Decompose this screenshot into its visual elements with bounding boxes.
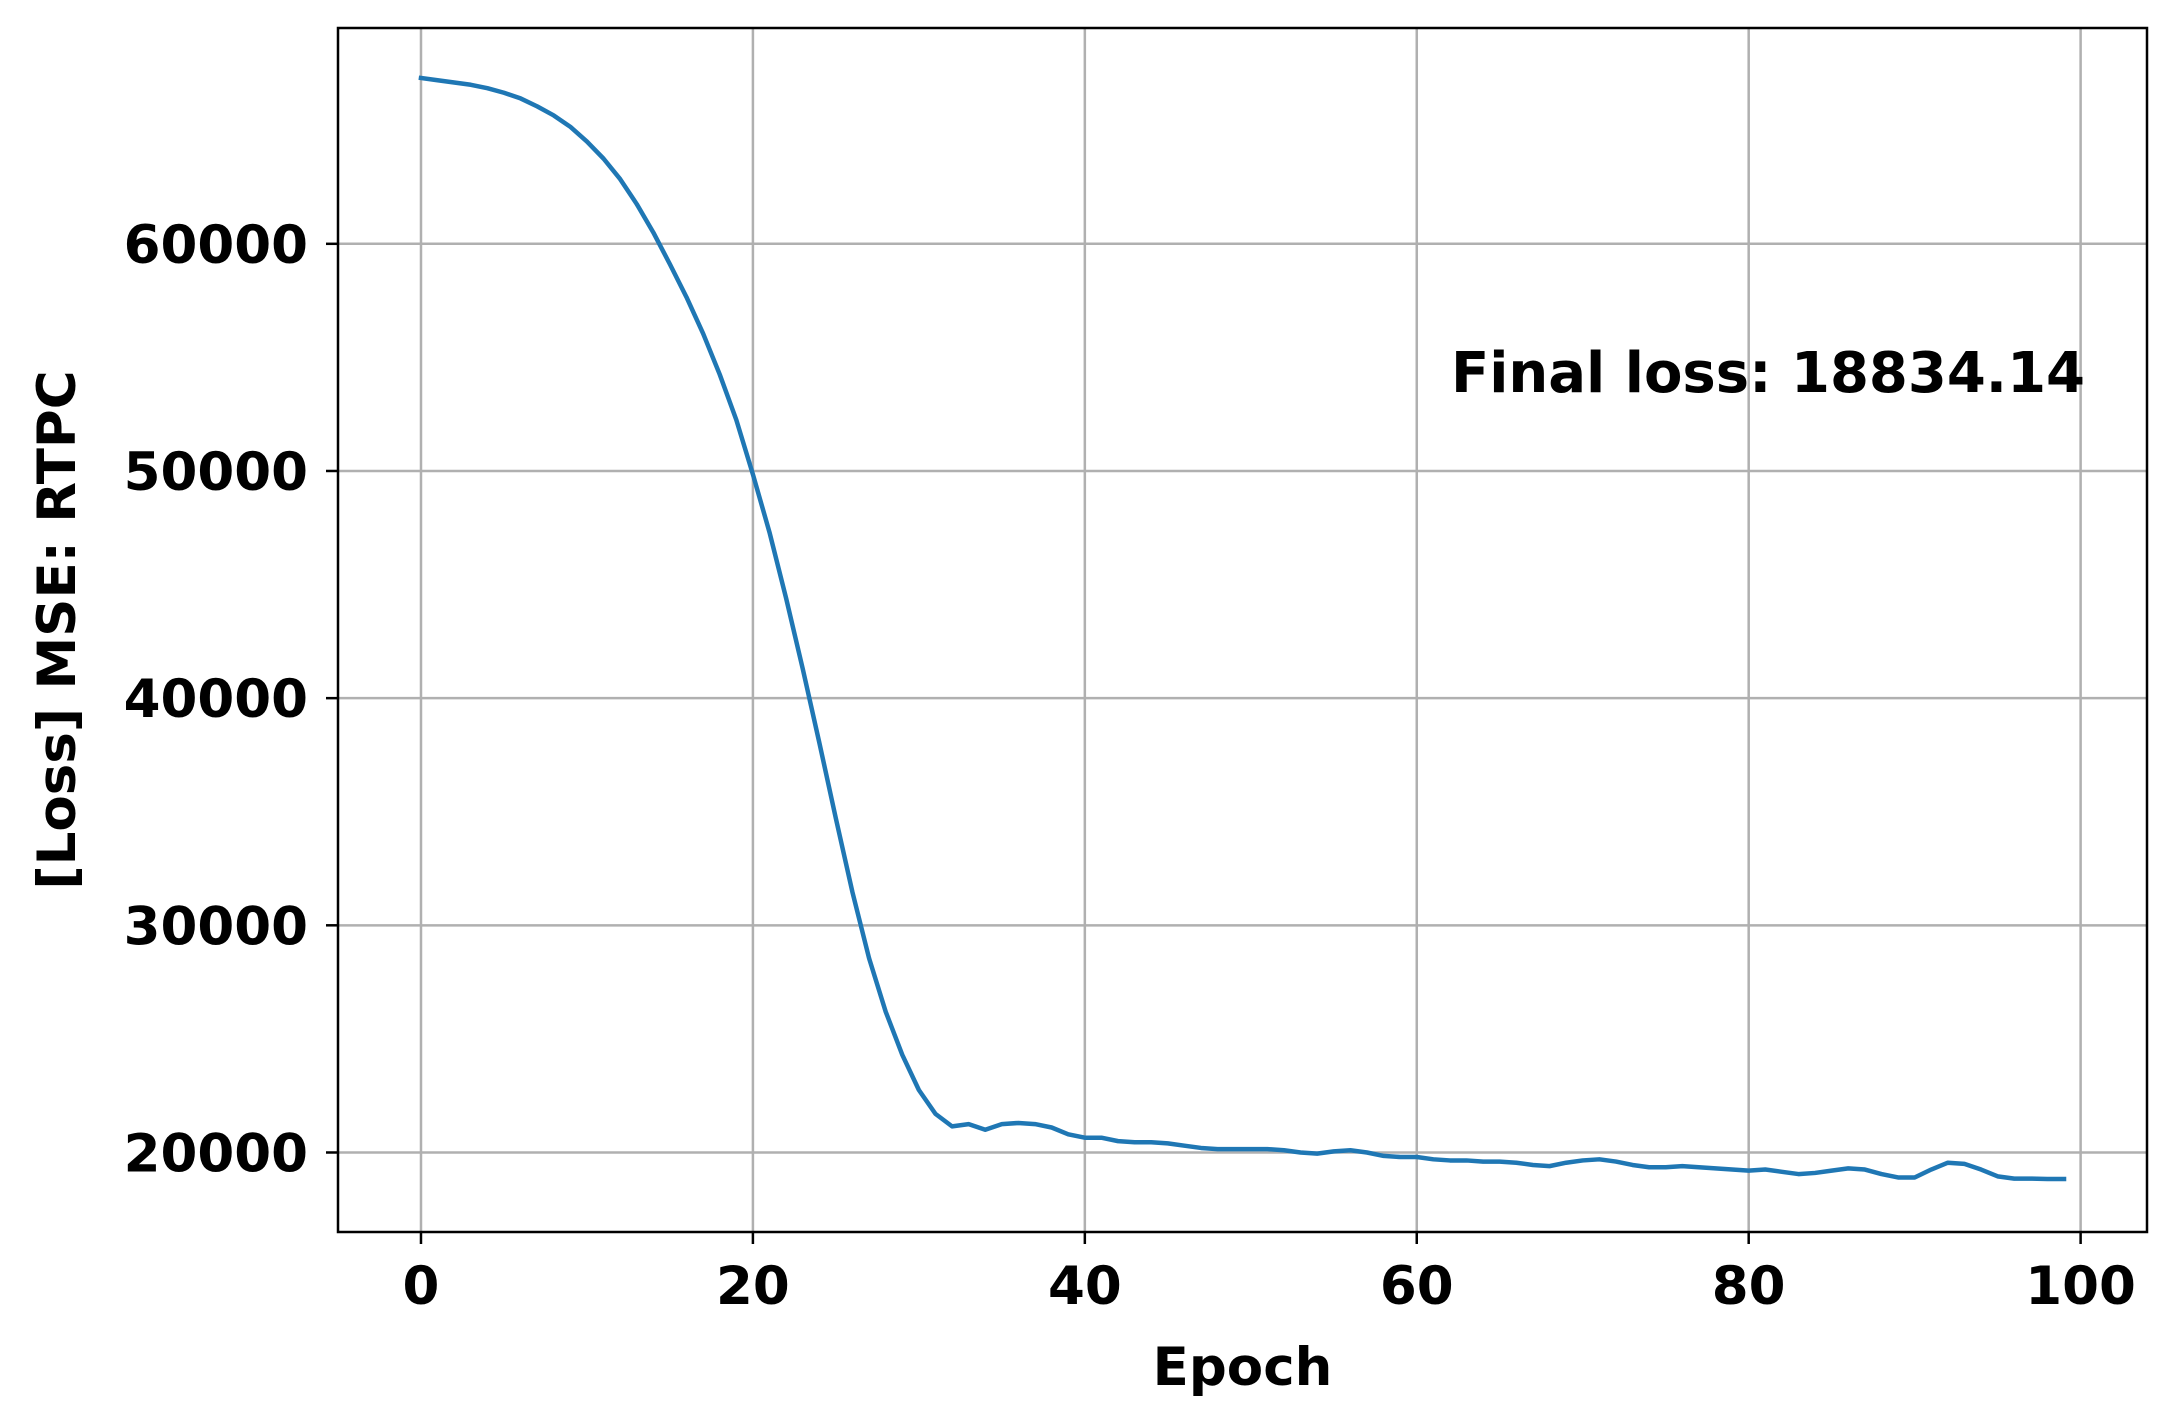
y-axis-label: [Loss] MSE: RTPC [27, 370, 88, 889]
final-loss-annotation: Final loss: 18834.14 [1451, 341, 2085, 406]
x-tick-label: 0 [403, 1256, 440, 1317]
x-tick-label: 80 [1712, 1256, 1786, 1317]
x-tick-label: 40 [1048, 1256, 1122, 1317]
x-tick-label: 20 [716, 1256, 790, 1317]
plot-frame [336, 26, 2149, 1234]
y-tick-label: 40000 [124, 669, 308, 730]
y-tick-label: 30000 [124, 896, 308, 957]
x-axis-label: Epoch [1153, 1337, 1333, 1398]
tick-labels: 0 20 40 60 80 100 20000 30000 40000 50000 60000 [124, 215, 2136, 1317]
y-tick-label: 50000 [124, 442, 308, 503]
tick-marks [326, 242, 2082, 1244]
y-tick-label: 20000 [124, 1123, 308, 1184]
x-tick-label: 60 [1380, 1256, 1454, 1317]
grid [338, 28, 2147, 1232]
loss-series-line [418, 75, 2067, 1182]
y-tick-label: 60000 [124, 215, 308, 276]
x-tick-label: 100 [2025, 1256, 2136, 1317]
